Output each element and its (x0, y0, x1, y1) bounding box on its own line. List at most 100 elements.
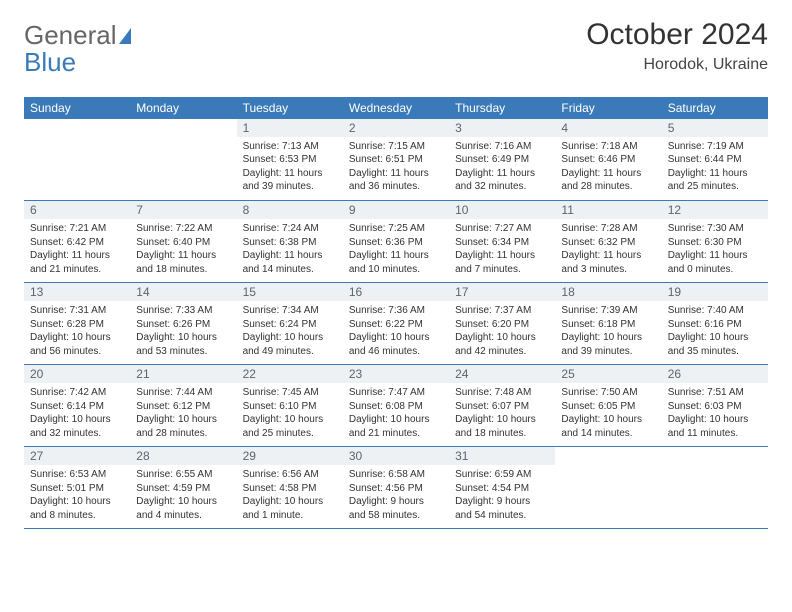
sunrise-text: Sunrise: 7:47 AM (349, 386, 443, 400)
day-details: Sunrise: 7:36 AMSunset: 6:22 PMDaylight:… (343, 301, 449, 362)
sunset-text: Sunset: 5:01 PM (30, 482, 124, 496)
logo-triangle-icon (119, 28, 131, 44)
daylight-text-2: and 25 minutes. (243, 427, 337, 441)
day-details: Sunrise: 7:30 AMSunset: 6:30 PMDaylight:… (662, 219, 768, 280)
day-number: 21 (130, 365, 236, 383)
calendar-day-cell: 5Sunrise: 7:19 AMSunset: 6:44 PMDaylight… (662, 119, 768, 201)
sunrise-text: Sunrise: 7:31 AM (30, 304, 124, 318)
sunrise-text: Sunrise: 7:36 AM (349, 304, 443, 318)
daylight-text-2: and 28 minutes. (136, 427, 230, 441)
daylight-text-2: and 36 minutes. (349, 180, 443, 194)
daylight-text-2: and 10 minutes. (349, 263, 443, 277)
daylight-text-2: and 21 minutes. (30, 263, 124, 277)
day-number: 11 (555, 201, 661, 219)
calendar-day-cell: 4Sunrise: 7:18 AMSunset: 6:46 PMDaylight… (555, 119, 661, 201)
day-number: 16 (343, 283, 449, 301)
calendar-day-cell: 8Sunrise: 7:24 AMSunset: 6:38 PMDaylight… (237, 201, 343, 283)
calendar-week-row: 13Sunrise: 7:31 AMSunset: 6:28 PMDayligh… (24, 283, 768, 365)
daylight-text-1: Daylight: 10 hours (455, 331, 549, 345)
daylight-text-2: and 28 minutes. (561, 180, 655, 194)
calendar-day-cell: 27Sunrise: 6:53 AMSunset: 5:01 PMDayligh… (24, 447, 130, 529)
daylight-text-2: and 14 minutes. (561, 427, 655, 441)
calendar-day-cell: 7Sunrise: 7:22 AMSunset: 6:40 PMDaylight… (130, 201, 236, 283)
day-details: Sunrise: 6:58 AMSunset: 4:56 PMDaylight:… (343, 465, 449, 526)
day-number: 15 (237, 283, 343, 301)
sunset-text: Sunset: 6:03 PM (668, 400, 762, 414)
daylight-text-1: Daylight: 10 hours (561, 413, 655, 427)
daylight-text-1: Daylight: 10 hours (349, 413, 443, 427)
sunrise-text: Sunrise: 7:33 AM (136, 304, 230, 318)
sunset-text: Sunset: 6:08 PM (349, 400, 443, 414)
sunrise-text: Sunrise: 7:15 AM (349, 140, 443, 154)
weekday-header: Saturday (662, 97, 768, 119)
daylight-text-1: Daylight: 10 hours (243, 495, 337, 509)
day-details: Sunrise: 7:18 AMSunset: 6:46 PMDaylight:… (555, 137, 661, 198)
sunset-text: Sunset: 6:28 PM (30, 318, 124, 332)
day-details: Sunrise: 7:33 AMSunset: 6:26 PMDaylight:… (130, 301, 236, 362)
day-details: Sunrise: 7:47 AMSunset: 6:08 PMDaylight:… (343, 383, 449, 444)
daylight-text-1: Daylight: 11 hours (561, 249, 655, 263)
sunrise-text: Sunrise: 7:40 AM (668, 304, 762, 318)
day-number: 7 (130, 201, 236, 219)
daylight-text-1: Daylight: 11 hours (455, 167, 549, 181)
sunrise-text: Sunrise: 7:30 AM (668, 222, 762, 236)
day-number: 6 (24, 201, 130, 219)
day-details: Sunrise: 7:48 AMSunset: 6:07 PMDaylight:… (449, 383, 555, 444)
day-details: Sunrise: 7:31 AMSunset: 6:28 PMDaylight:… (24, 301, 130, 362)
sunset-text: Sunset: 4:59 PM (136, 482, 230, 496)
sunset-text: Sunset: 6:44 PM (668, 153, 762, 167)
sunrise-text: Sunrise: 7:22 AM (136, 222, 230, 236)
day-number: 27 (24, 447, 130, 465)
calendar-day-cell: 21Sunrise: 7:44 AMSunset: 6:12 PMDayligh… (130, 365, 236, 447)
calendar-week-row: 20Sunrise: 7:42 AMSunset: 6:14 PMDayligh… (24, 365, 768, 447)
daylight-text-1: Daylight: 10 hours (243, 413, 337, 427)
day-number: 23 (343, 365, 449, 383)
daylight-text-1: Daylight: 10 hours (136, 495, 230, 509)
location-label: Horodok, Ukraine (586, 56, 768, 74)
day-details: Sunrise: 7:51 AMSunset: 6:03 PMDaylight:… (662, 383, 768, 444)
day-details: Sunrise: 7:34 AMSunset: 6:24 PMDaylight:… (237, 301, 343, 362)
daylight-text-2: and 25 minutes. (668, 180, 762, 194)
day-number: 9 (343, 201, 449, 219)
calendar-day-cell: 28Sunrise: 6:55 AMSunset: 4:59 PMDayligh… (130, 447, 236, 529)
calendar-day-cell: 2Sunrise: 7:15 AMSunset: 6:51 PMDaylight… (343, 119, 449, 201)
daylight-text-2: and 49 minutes. (243, 345, 337, 359)
day-details: Sunrise: 7:42 AMSunset: 6:14 PMDaylight:… (24, 383, 130, 444)
sunrise-text: Sunrise: 7:37 AM (455, 304, 549, 318)
page-header: GeneralBlue October 2024 Horodok, Ukrain… (24, 18, 768, 77)
daylight-text-2: and 46 minutes. (349, 345, 443, 359)
calendar-day-cell: 23Sunrise: 7:47 AMSunset: 6:08 PMDayligh… (343, 365, 449, 447)
daylight-text-1: Daylight: 11 hours (561, 167, 655, 181)
daylight-text-1: Daylight: 11 hours (349, 167, 443, 181)
calendar-day-cell: 25Sunrise: 7:50 AMSunset: 6:05 PMDayligh… (555, 365, 661, 447)
daylight-text-1: Daylight: 11 hours (668, 249, 762, 263)
calendar-day-cell: 16Sunrise: 7:36 AMSunset: 6:22 PMDayligh… (343, 283, 449, 365)
day-number: 3 (449, 119, 555, 137)
daylight-text-2: and 35 minutes. (668, 345, 762, 359)
daylight-text-2: and 58 minutes. (349, 509, 443, 523)
calendar-day-cell: 3Sunrise: 7:16 AMSunset: 6:49 PMDaylight… (449, 119, 555, 201)
day-number: 1 (237, 119, 343, 137)
sunrise-text: Sunrise: 7:19 AM (668, 140, 762, 154)
day-details: Sunrise: 7:40 AMSunset: 6:16 PMDaylight:… (662, 301, 768, 362)
day-number: 24 (449, 365, 555, 383)
logo-word-general: General (24, 20, 117, 50)
calendar-day-cell: 9Sunrise: 7:25 AMSunset: 6:36 PMDaylight… (343, 201, 449, 283)
day-details: Sunrise: 7:45 AMSunset: 6:10 PMDaylight:… (237, 383, 343, 444)
daylight-text-1: Daylight: 9 hours (349, 495, 443, 509)
day-number: 25 (555, 365, 661, 383)
daylight-text-1: Daylight: 11 hours (243, 167, 337, 181)
daylight-text-2: and 18 minutes. (455, 427, 549, 441)
calendar-day-cell (24, 119, 130, 201)
sunset-text: Sunset: 4:56 PM (349, 482, 443, 496)
daylight-text-1: Daylight: 10 hours (561, 331, 655, 345)
day-number: 12 (662, 201, 768, 219)
sunset-text: Sunset: 6:34 PM (455, 236, 549, 250)
daylight-text-1: Daylight: 10 hours (349, 331, 443, 345)
calendar-day-cell: 12Sunrise: 7:30 AMSunset: 6:30 PMDayligh… (662, 201, 768, 283)
daylight-text-2: and 56 minutes. (30, 345, 124, 359)
sunset-text: Sunset: 6:42 PM (30, 236, 124, 250)
daylight-text-2: and 18 minutes. (136, 263, 230, 277)
day-details: Sunrise: 6:53 AMSunset: 5:01 PMDaylight:… (24, 465, 130, 526)
daylight-text-1: Daylight: 11 hours (668, 167, 762, 181)
